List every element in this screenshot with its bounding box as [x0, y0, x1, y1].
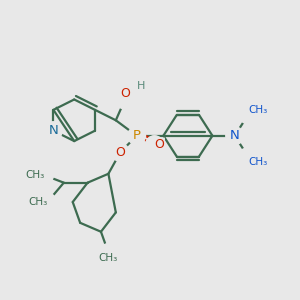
- Text: CH₃: CH₃: [248, 157, 267, 166]
- Circle shape: [128, 127, 146, 145]
- Circle shape: [100, 244, 117, 262]
- Circle shape: [239, 106, 257, 124]
- Circle shape: [44, 122, 62, 140]
- Circle shape: [36, 166, 53, 184]
- Circle shape: [116, 91, 134, 109]
- Text: CH₃: CH₃: [248, 105, 267, 115]
- Circle shape: [239, 148, 257, 166]
- Text: O: O: [120, 87, 130, 100]
- Text: CH₃: CH₃: [25, 170, 44, 180]
- Text: P: P: [133, 129, 141, 142]
- Text: CH₃: CH₃: [28, 197, 47, 207]
- Circle shape: [128, 82, 146, 100]
- Text: CH₃: CH₃: [99, 253, 118, 262]
- Text: N: N: [230, 129, 240, 142]
- Text: O: O: [154, 138, 164, 151]
- Text: O: O: [115, 146, 125, 159]
- Text: H: H: [136, 81, 145, 91]
- Text: N: N: [49, 124, 58, 137]
- Circle shape: [146, 136, 164, 154]
- Circle shape: [111, 143, 129, 161]
- Circle shape: [226, 127, 244, 145]
- Circle shape: [38, 193, 56, 211]
